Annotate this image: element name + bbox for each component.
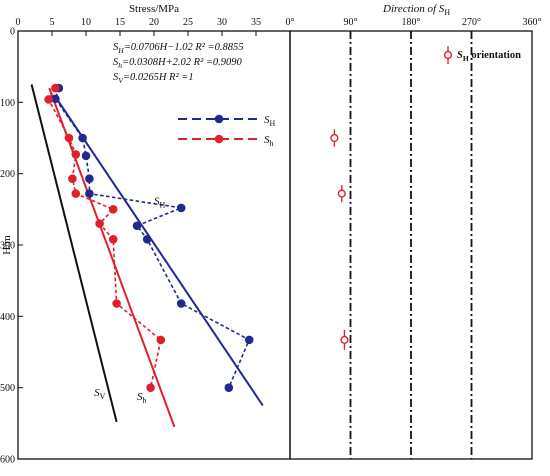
x-tick-label: 25	[183, 17, 193, 28]
data-point	[146, 383, 155, 392]
series-annotation: SH	[154, 195, 166, 209]
y-tick-label: 200	[0, 169, 15, 180]
data-point	[85, 174, 94, 183]
legend-marker	[214, 134, 224, 144]
legend-marker	[443, 50, 453, 60]
data-point	[44, 95, 53, 104]
measured-series-line	[47, 87, 162, 388]
data-point	[64, 133, 74, 143]
data-point	[95, 219, 104, 228]
series-annotation: Sh	[137, 391, 147, 405]
x-tick-label: 35	[251, 17, 261, 28]
data-point	[68, 174, 77, 183]
data-point	[132, 221, 142, 231]
x-tick-label: 0	[16, 17, 21, 28]
data-point	[108, 234, 118, 244]
legend-marker	[214, 114, 224, 124]
data-point	[142, 234, 152, 244]
x-tick-label: 360°	[523, 17, 542, 28]
data-point	[176, 299, 186, 308]
data-point	[85, 189, 94, 198]
data-point	[224, 383, 234, 392]
data-point	[81, 151, 91, 161]
data-point	[108, 205, 118, 214]
direction-panel: 0° 90° 180° 270° 360° Direction of SH SH orien…	[286, 3, 542, 460]
stress-panel: 0 5 10 15 20 25 30 35 0 100 200 300 400 500 600 Stress/…	[0, 3, 291, 466]
data-point	[112, 299, 121, 308]
y-tick-label: 100	[0, 98, 15, 109]
orientation-point	[330, 133, 339, 143]
x-tick-label: 0°	[286, 17, 295, 28]
y-tick-label: 300	[0, 241, 15, 252]
x-tick-label: 90°	[344, 17, 358, 28]
regression-equation: SH=0.0706H−1.02 R² =0.8855	[113, 42, 243, 55]
x-tick-label: 30	[217, 17, 227, 28]
legend-label: Sh	[264, 134, 274, 148]
x-tick-label: 15	[115, 17, 125, 28]
trend-line	[55, 98, 264, 407]
orientation-point	[340, 335, 349, 344]
series-annotation: SV	[94, 387, 106, 401]
data-point	[71, 150, 81, 159]
x-tick-label: 270°	[462, 17, 481, 28]
data-point	[244, 335, 254, 345]
trend-line	[30, 84, 118, 423]
y-tick-label: 500	[0, 383, 15, 394]
data-point	[51, 94, 60, 104]
x-tick-label: 5	[50, 17, 55, 28]
y-tick-label: 0	[10, 27, 15, 38]
x-axis-title: Stress/MPa	[129, 3, 179, 15]
regression-equation: SV=0.0265H R² =1	[113, 72, 194, 85]
data-point	[51, 83, 60, 93]
regression-equation: Sh=0.0308H+2.02 R² =0.9090	[113, 57, 243, 70]
x-tick-label: 20	[149, 17, 159, 28]
y-tick-label: 400	[0, 312, 15, 323]
orientation-point	[337, 189, 346, 198]
legend-label: SH orientation	[457, 50, 521, 63]
y-axis-title: H/m	[1, 235, 13, 255]
y-tick-label: 600	[0, 455, 15, 466]
legend-label: SH	[264, 114, 276, 128]
x-tick-label: 10	[81, 17, 91, 28]
data-point	[176, 203, 186, 213]
measured-series-line	[54, 87, 251, 388]
x-axis-title: Direction of SH	[382, 3, 450, 17]
data-point	[156, 335, 166, 345]
data-point	[78, 133, 87, 143]
data-point	[71, 189, 81, 198]
x-tick-label: 180°	[402, 17, 421, 28]
